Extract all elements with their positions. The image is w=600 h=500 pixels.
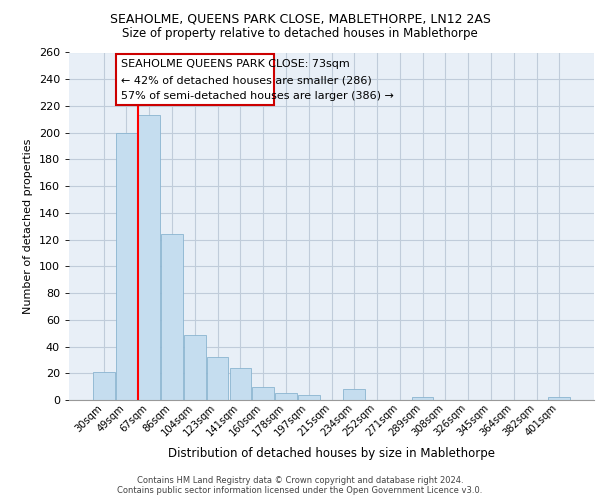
X-axis label: Distribution of detached houses by size in Mablethorpe: Distribution of detached houses by size … — [168, 446, 495, 460]
Bar — [207, 357, 229, 400]
Bar — [230, 368, 251, 400]
Text: SEAHOLME QUEENS PARK CLOSE: 73sqm: SEAHOLME QUEENS PARK CLOSE: 73sqm — [121, 59, 350, 69]
Bar — [548, 398, 570, 400]
FancyBboxPatch shape — [116, 54, 274, 104]
Text: Contains HM Land Registry data © Crown copyright and database right 2024.
Contai: Contains HM Land Registry data © Crown c… — [118, 476, 482, 495]
Bar — [93, 372, 115, 400]
Bar — [275, 394, 297, 400]
Text: ← 42% of detached houses are smaller (286): ← 42% of detached houses are smaller (28… — [121, 75, 372, 85]
Bar — [161, 234, 183, 400]
Text: 57% of semi-detached houses are larger (386) →: 57% of semi-detached houses are larger (… — [121, 92, 394, 102]
Text: SEAHOLME, QUEENS PARK CLOSE, MABLETHORPE, LN12 2AS: SEAHOLME, QUEENS PARK CLOSE, MABLETHORPE… — [110, 12, 490, 26]
Y-axis label: Number of detached properties: Number of detached properties — [23, 138, 33, 314]
Bar — [412, 398, 433, 400]
Bar — [253, 386, 274, 400]
Text: Size of property relative to detached houses in Mablethorpe: Size of property relative to detached ho… — [122, 28, 478, 40]
Bar — [184, 334, 206, 400]
Bar — [116, 132, 137, 400]
Bar — [343, 390, 365, 400]
Bar — [298, 394, 320, 400]
Bar — [139, 116, 160, 400]
